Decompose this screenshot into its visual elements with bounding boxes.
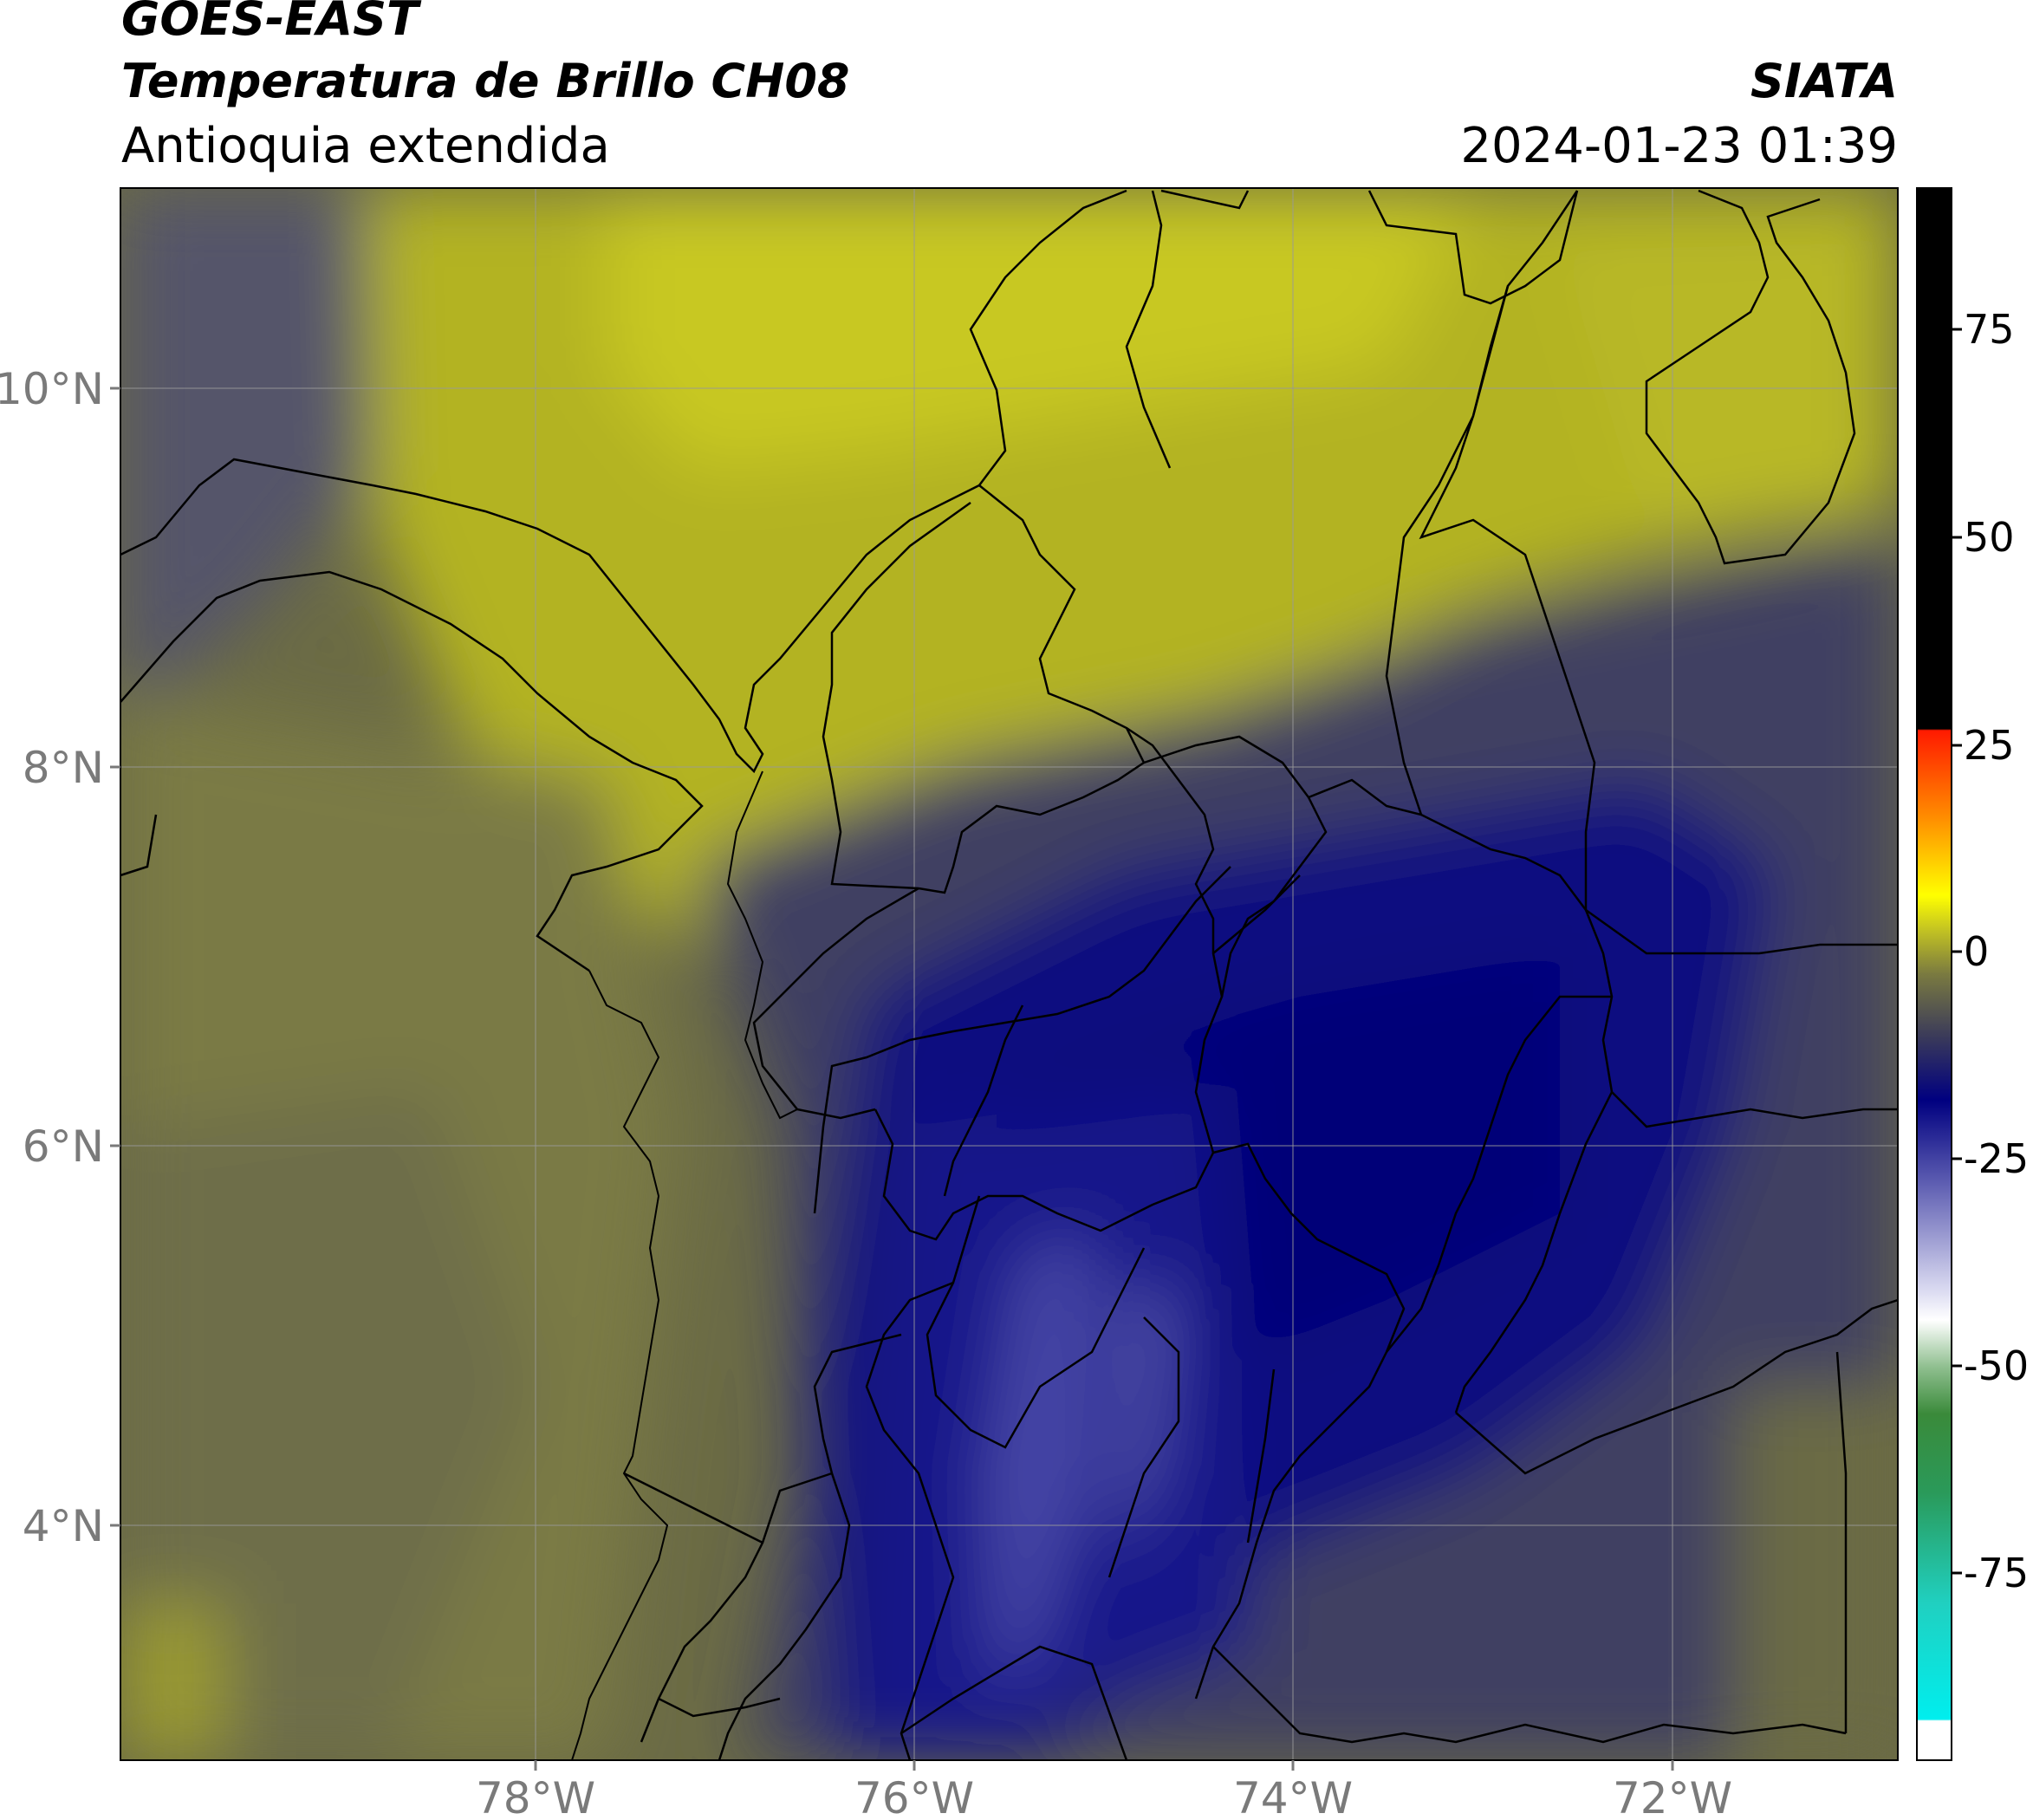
datetime-label: 2024-01-23 01:39 [1460, 118, 1898, 174]
colorbar-label-neg50: -50 [1964, 1342, 2029, 1389]
colorbar-label-50: 50 [1964, 514, 2015, 561]
lat-tick-6n: 6°N [23, 1121, 104, 1172]
colorbar [1916, 187, 1952, 1761]
lon-tick-76w: 76°W [854, 1773, 974, 1820]
lon-tick-78w: 78°W [476, 1773, 595, 1820]
axis-ticks [110, 387, 1674, 1771]
lat-tick-4n: 4°N [23, 1501, 104, 1551]
colorbar-label-0: 0 [1964, 928, 1989, 975]
boundaries [120, 189, 1898, 1760]
agency-label: SIATA [1750, 54, 1898, 108]
brightness-temperature-field [120, 188, 1898, 1760]
lat-tick-10n: 10°N [0, 364, 104, 414]
lon-tick-72w: 72°W [1613, 1773, 1732, 1820]
lon-tick-74w: 74°W [1233, 1773, 1353, 1820]
colorbar-label-75: 75 [1964, 306, 2015, 353]
pacific-coast [571, 770, 798, 1760]
map-frame [120, 187, 1899, 1761]
satellite-title: GOES-EAST [121, 0, 419, 46]
colorbar-label-neg75: -75 [1964, 1550, 2029, 1596]
region-subtitle: Antioquia extendida [121, 118, 610, 174]
colorbar-label-25: 25 [1964, 722, 2015, 769]
colorbar-ticks [1952, 328, 1962, 1575]
lat-tick-8n: 8°N [23, 743, 104, 793]
colorbar-label-neg25: -25 [1964, 1135, 2029, 1182]
graticule [120, 188, 1898, 1760]
product-title: Temperatura de Brillo CH08 [121, 54, 850, 108]
